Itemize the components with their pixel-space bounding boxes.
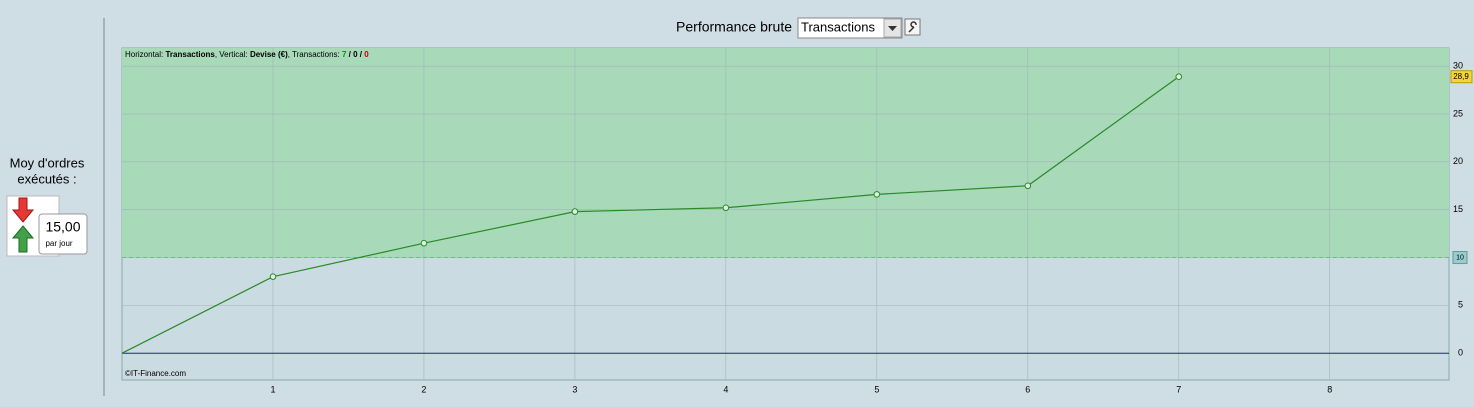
avg-value: 15,00 xyxy=(45,219,80,235)
profit-zone xyxy=(122,48,1449,258)
x-tick-label: 6 xyxy=(1025,384,1030,394)
credit: ©IT-Finance.com xyxy=(125,369,186,378)
info-part: / xyxy=(346,50,353,59)
info-part: / xyxy=(358,50,365,59)
x-tick-label: 7 xyxy=(1176,384,1181,394)
info-part: Devise (€) xyxy=(250,50,288,59)
y-tick-label: 20 xyxy=(1453,156,1463,166)
wrench-icon xyxy=(908,21,917,33)
down-arrow xyxy=(11,197,35,223)
y-tick-label: 25 xyxy=(1453,108,1463,118)
threshold-label: 10 xyxy=(1456,254,1464,261)
avg-unit: par jour xyxy=(45,239,72,248)
info-part: , Transactions: xyxy=(288,50,342,59)
point xyxy=(571,208,579,215)
up-arrow xyxy=(11,225,35,253)
y-tick-label: 30 xyxy=(1453,61,1463,71)
info-part: 0 xyxy=(353,50,358,59)
point xyxy=(873,191,881,198)
last-value-label: 28,9 xyxy=(1453,72,1469,81)
caption: Moy d'ordres xyxy=(10,155,85,170)
select-value: Transactions xyxy=(801,19,875,34)
point xyxy=(1175,73,1183,81)
x-tick-label: 2 xyxy=(421,384,426,394)
point xyxy=(722,204,730,212)
x-tick-label: 8 xyxy=(1327,384,1332,394)
x-tick-label: 5 xyxy=(874,384,879,394)
last-value-tag xyxy=(1450,70,1473,84)
info-part: , Vertical: xyxy=(215,50,250,59)
value-box xyxy=(38,213,88,255)
point xyxy=(269,273,277,280)
y-tick-label: 5 xyxy=(1458,300,1463,310)
caption: exécutés : xyxy=(17,171,76,186)
header-title: Performance brute xyxy=(676,19,792,35)
y-tick-label: 0 xyxy=(1458,348,1463,358)
chart: 0510152025301234567810Horizontal: Transa… xyxy=(121,47,1473,394)
x-tick-label: 3 xyxy=(572,384,577,394)
point xyxy=(420,239,428,247)
point xyxy=(1024,182,1032,190)
threshold-tag xyxy=(1452,251,1468,265)
info-part: 7 xyxy=(342,50,347,59)
dropdown-arrow xyxy=(888,26,897,31)
info-part: Transactions xyxy=(165,50,215,59)
info-part: 0 xyxy=(364,50,369,59)
x-tick-label: 4 xyxy=(723,384,728,394)
line xyxy=(121,76,1180,354)
y-tick-label: 15 xyxy=(1453,204,1463,214)
info: Horizontal: Transactions, Vertical: Devi… xyxy=(125,50,369,59)
select[interactable] xyxy=(797,17,903,39)
x-tick-label: 1 xyxy=(270,384,275,394)
info-part: Horizontal: xyxy=(125,50,165,59)
